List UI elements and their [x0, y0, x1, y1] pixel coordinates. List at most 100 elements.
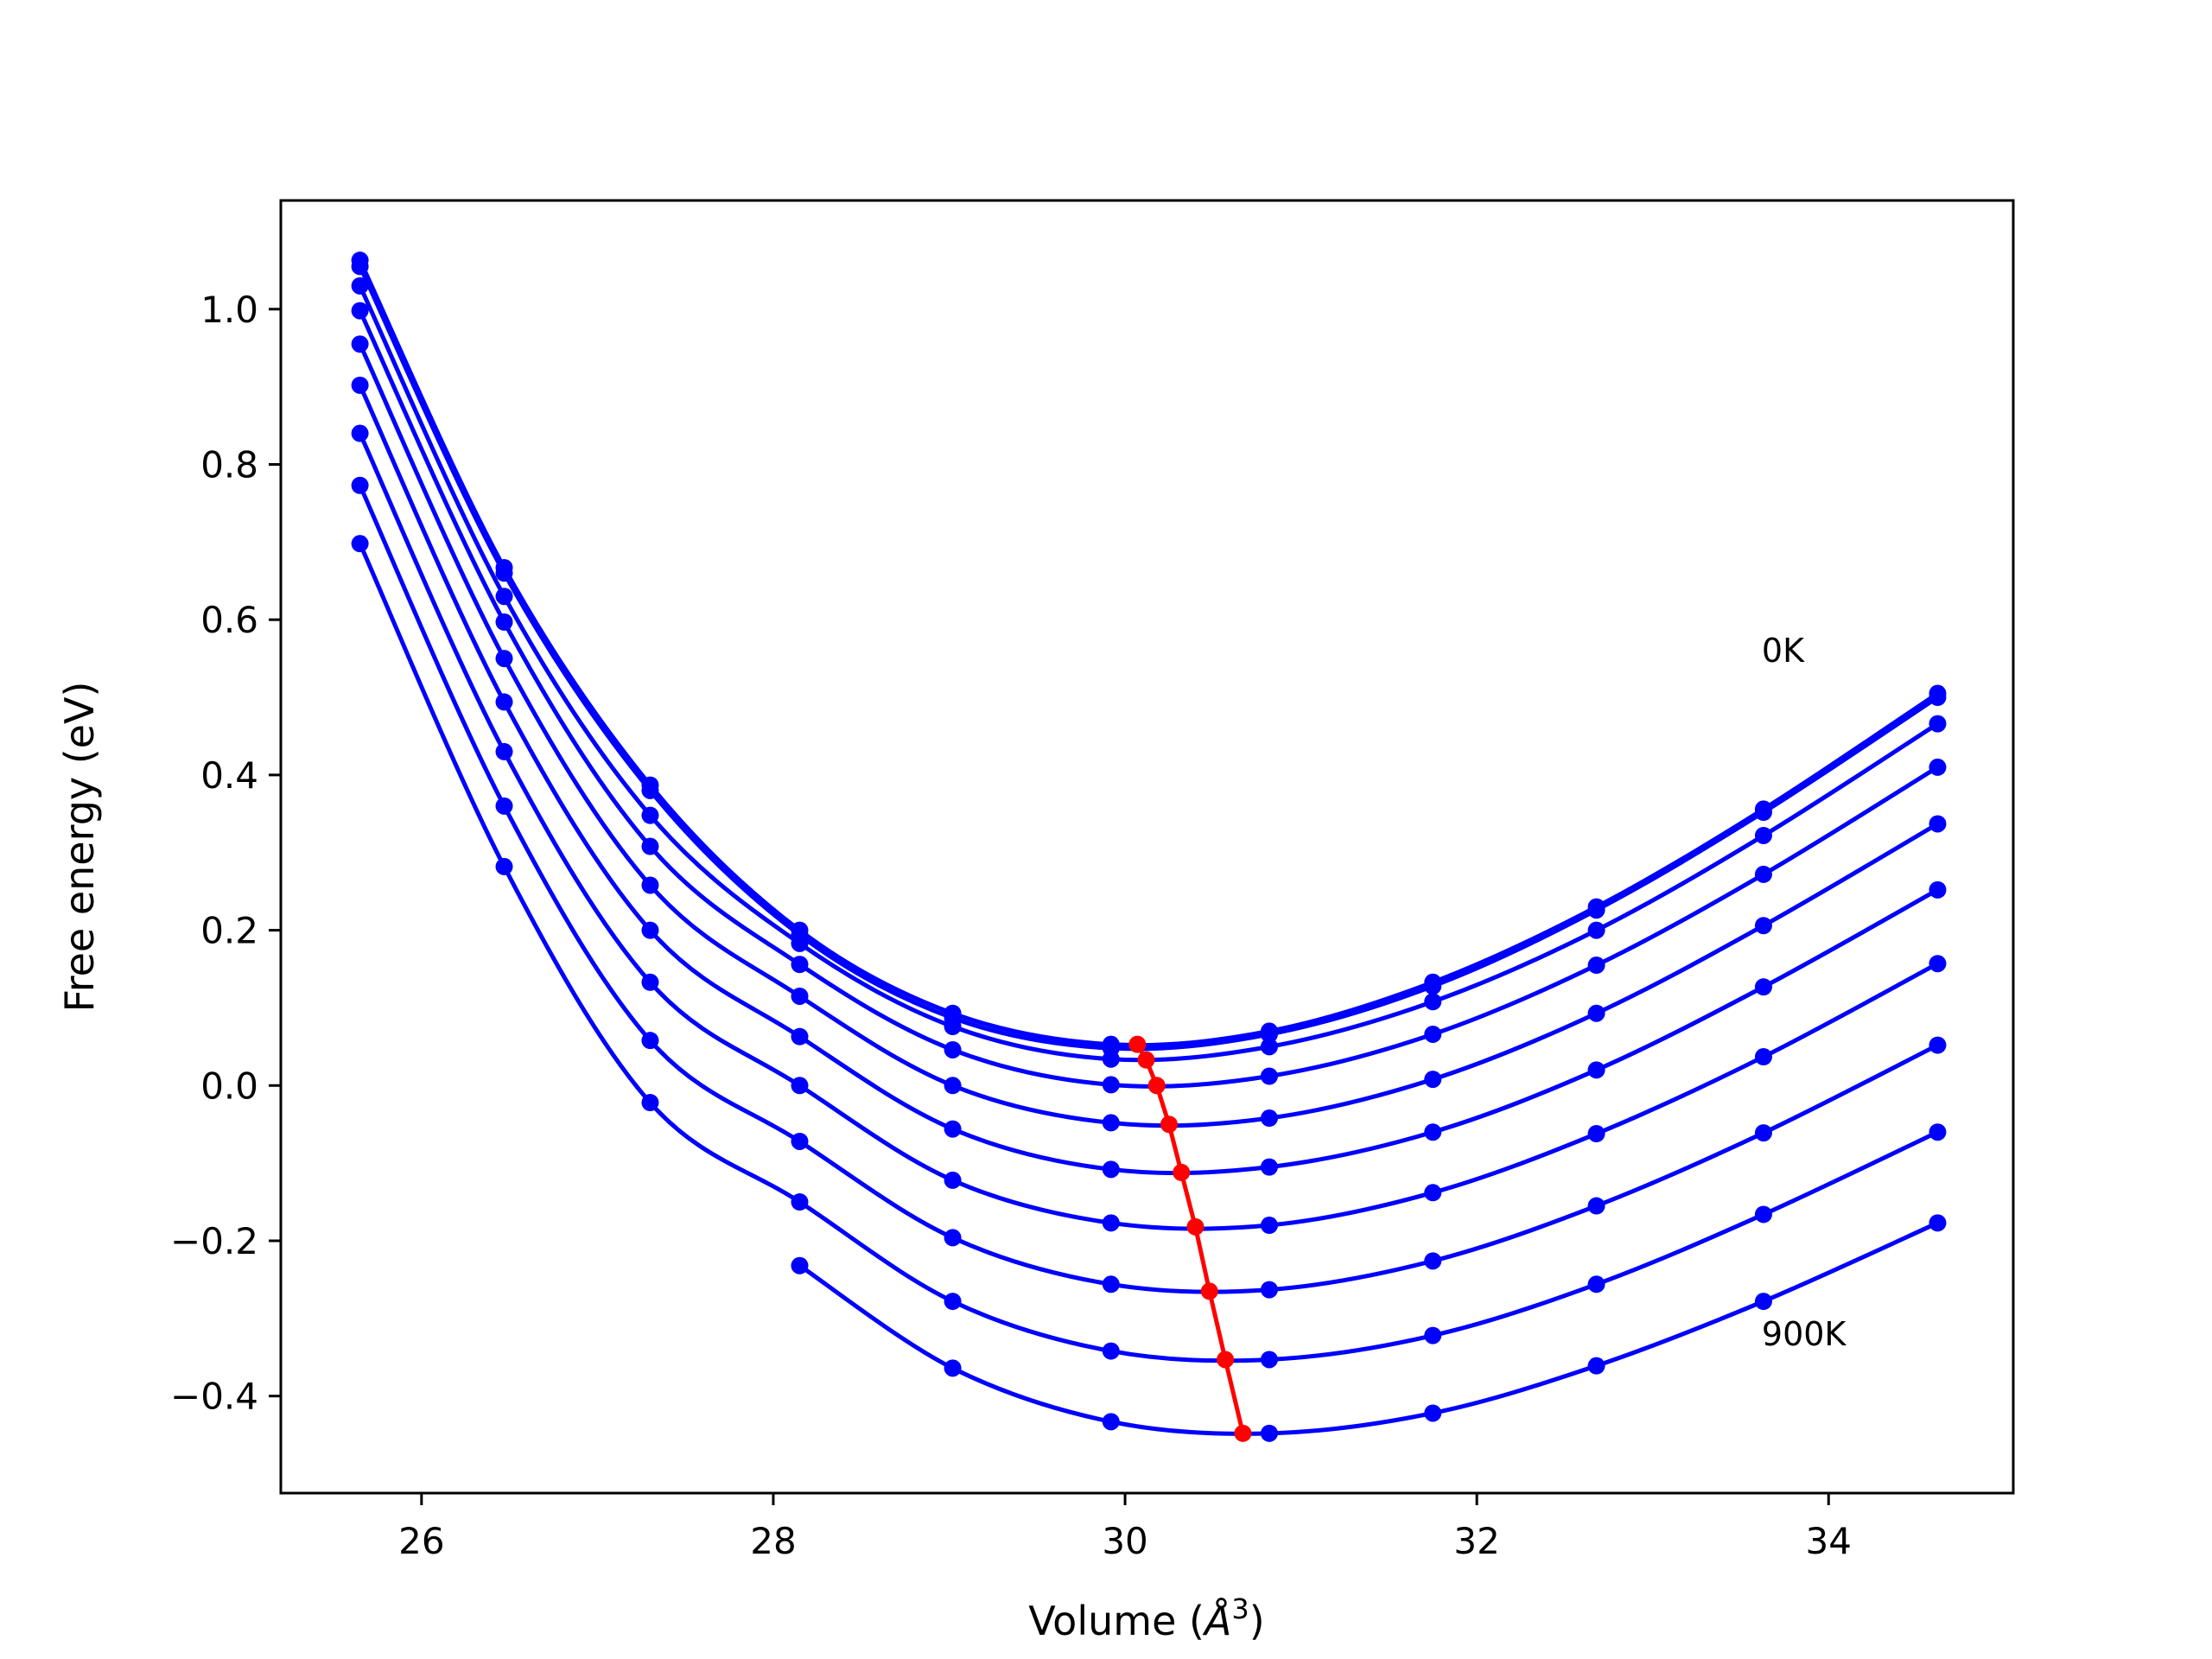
data-point: [1102, 1050, 1120, 1068]
x-tick-label: 28: [750, 1520, 796, 1562]
data-point: [1754, 1048, 1772, 1066]
series-line: [358, 431, 1940, 1231]
x-tick-label: 30: [1102, 1520, 1147, 1562]
x-tick-label: 34: [1806, 1520, 1852, 1562]
data-point: [351, 257, 369, 276]
data-point: [1754, 804, 1772, 822]
minimum-point: [1217, 1351, 1235, 1369]
series-line: [358, 483, 1940, 1294]
data-point: [495, 588, 513, 606]
data-point: [1260, 1424, 1278, 1442]
data-point: [495, 650, 513, 668]
plot-area: [351, 251, 1947, 1442]
data-point: [495, 742, 513, 760]
data-point: [944, 1293, 962, 1311]
data-point: [1260, 1109, 1278, 1128]
data-point: [1929, 689, 1947, 707]
y-tick-label: 0.4: [200, 754, 258, 797]
data-point: [1102, 1076, 1120, 1094]
data-point: [1424, 977, 1442, 995]
minimum-point: [1128, 1035, 1147, 1053]
data-point: [641, 837, 659, 855]
data-point: [1260, 1025, 1278, 1043]
series-line: [797, 1220, 1940, 1436]
x-tick-label: 26: [398, 1520, 444, 1562]
minimum-point: [1173, 1163, 1191, 1181]
y-axis: 1.0 0.8 0.6 0.4 0.2 0.0 −0.2 −0.4: [170, 289, 281, 1418]
data-point: [1424, 1025, 1442, 1043]
minimum-point: [1200, 1282, 1218, 1300]
y-tick-label: 0.0: [200, 1065, 258, 1107]
series-line: [358, 283, 1940, 1063]
annotations: 0K 900K: [1762, 632, 1847, 1353]
minimum-point: [1160, 1116, 1178, 1134]
data-point: [351, 535, 369, 553]
data-point: [1260, 1281, 1278, 1299]
data-point: [1102, 1413, 1120, 1431]
data-point: [1102, 1342, 1120, 1360]
series-200K: [351, 276, 1947, 1068]
data-point: [641, 1032, 659, 1050]
data-point: [495, 797, 513, 815]
series-line: [358, 264, 1940, 1052]
data-point: [495, 564, 513, 582]
y-axis-label: Free energy (eV): [56, 682, 103, 1013]
y-tick-label: 1.0: [200, 289, 258, 331]
minimum-point: [1234, 1424, 1252, 1442]
series-0K: [351, 251, 1947, 1053]
series-900K: [791, 1214, 1947, 1442]
series-800K: [351, 535, 1947, 1369]
data-point: [1587, 1125, 1605, 1142]
data-point: [791, 1193, 809, 1211]
data-point: [495, 613, 513, 631]
data-point: [1754, 826, 1772, 844]
data-point: [791, 1077, 809, 1095]
data-point: [1929, 758, 1947, 776]
data-point: [944, 1018, 962, 1035]
minimum-point: [1186, 1217, 1205, 1236]
series-300K: [351, 302, 1947, 1094]
data-point: [791, 987, 809, 1005]
data-point: [641, 806, 659, 824]
x-axis: 26 28 30 32 34: [398, 1493, 1852, 1562]
data-point: [944, 1171, 962, 1189]
data-point: [1754, 865, 1772, 883]
data-point: [495, 693, 513, 711]
annotation-0k: 0K: [1762, 632, 1805, 670]
data-point: [1929, 1123, 1947, 1141]
data-point: [1587, 1061, 1605, 1079]
y-tick-label: −0.2: [170, 1220, 258, 1262]
y-tick-label: 0.8: [200, 443, 258, 486]
series-line: [358, 341, 1940, 1128]
data-point: [1260, 1217, 1278, 1235]
series-600K: [351, 424, 1947, 1235]
data-point: [1260, 1067, 1278, 1085]
series-500K: [351, 376, 1947, 1179]
annotation-900k: 900K: [1762, 1315, 1847, 1353]
axes-frame: [279, 199, 2015, 1495]
series-line: [358, 541, 1940, 1363]
data-point: [1929, 955, 1947, 973]
data-point: [1754, 978, 1772, 996]
data-point: [1587, 1197, 1605, 1215]
data-point: [495, 857, 513, 875]
data-point: [1424, 1123, 1442, 1141]
data-point: [1424, 1184, 1442, 1202]
minimum-point: [1137, 1051, 1155, 1069]
data-point: [1929, 715, 1947, 733]
data-point: [351, 376, 369, 394]
x-tick-label: 32: [1453, 1520, 1499, 1562]
data-point: [1754, 1124, 1772, 1142]
data-point: [351, 302, 369, 320]
data-point: [641, 973, 659, 991]
data-point: [1424, 1326, 1442, 1344]
series-line: [358, 257, 1940, 1048]
data-point: [641, 876, 659, 894]
data-point: [351, 335, 369, 353]
x-axis-label: Volume (Å3): [1028, 1592, 1264, 1644]
series-400K: [351, 335, 1947, 1132]
data-point: [1754, 1205, 1772, 1224]
data-point: [944, 1040, 962, 1058]
data-point: [1754, 917, 1772, 935]
